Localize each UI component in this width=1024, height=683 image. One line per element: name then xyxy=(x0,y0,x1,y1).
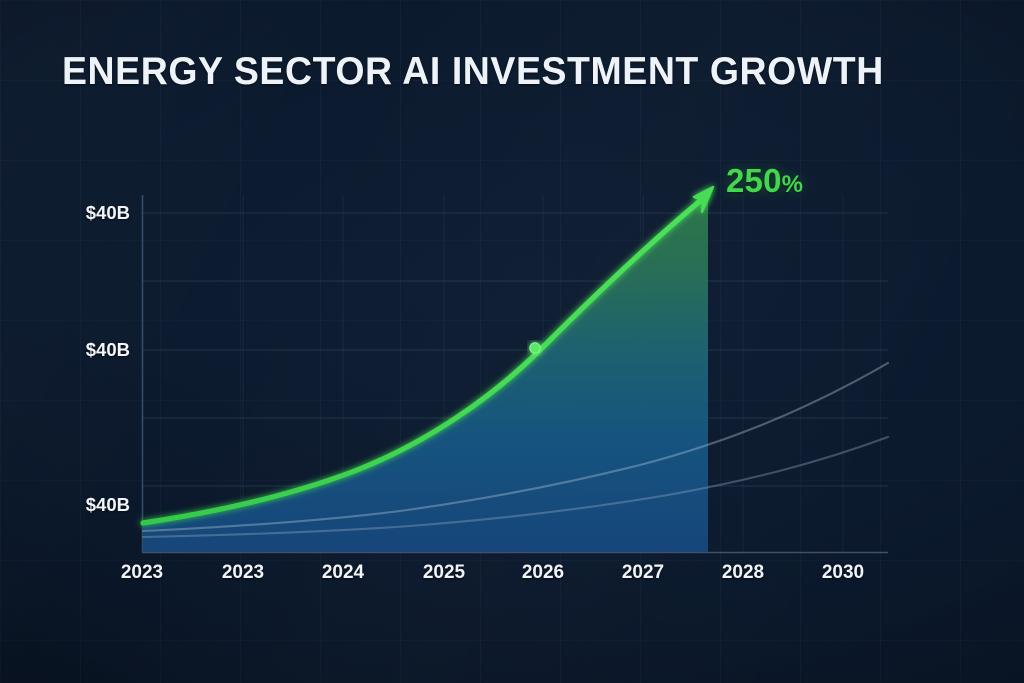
y-tick-label: $40B xyxy=(85,494,130,515)
series-area-fill xyxy=(143,193,708,552)
y-tick-label: $40B xyxy=(85,202,130,223)
page-title: ENERGY SECTOR AI INVESTMENT GROWTH xyxy=(62,50,884,93)
y-tick-0: $40B xyxy=(52,202,130,224)
x-tick-label-7: 2030 xyxy=(821,562,865,583)
x-tick-label-2: 2024 xyxy=(321,562,365,583)
series-line-secondary-upper xyxy=(141,361,890,533)
x-tick-label-3: 2025 xyxy=(422,562,466,583)
y-tick-2: $40B xyxy=(52,494,130,516)
x-tick-label-6: 2028 xyxy=(721,562,765,583)
growth-unit: % xyxy=(781,171,804,198)
y-tick-1: $40B xyxy=(52,339,130,361)
growth-annotation: 250% xyxy=(726,162,803,200)
x-tick-label-0: 2023 xyxy=(120,562,164,583)
growth-value: 250 xyxy=(726,162,782,199)
series-line-primary xyxy=(140,193,709,526)
x-tick-label-5: 2027 xyxy=(621,562,665,583)
y-tick-label: $40B xyxy=(85,339,130,360)
series-line-secondary-lower xyxy=(141,435,890,539)
x-tick-label-4: 2026 xyxy=(521,562,565,583)
x-tick-label-1: 2023 xyxy=(221,562,265,583)
data-point-marker[interactable] xyxy=(529,342,541,354)
trend-arrow-icon xyxy=(692,185,715,214)
